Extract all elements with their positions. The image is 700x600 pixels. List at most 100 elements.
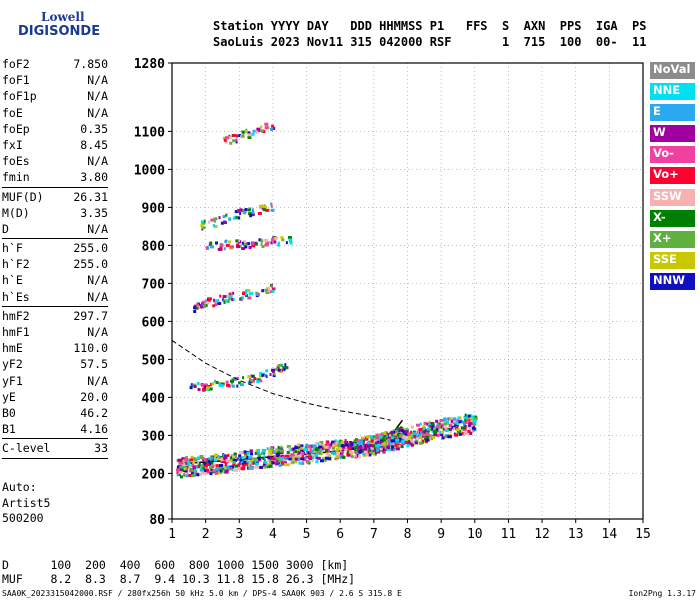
echo-point bbox=[254, 451, 257, 455]
echo-point bbox=[399, 444, 402, 448]
echo-point bbox=[455, 428, 460, 432]
echo-point bbox=[368, 444, 373, 448]
echo-point bbox=[228, 136, 232, 140]
echo-point bbox=[258, 204, 263, 208]
echo-point bbox=[230, 465, 233, 469]
echo-point bbox=[205, 460, 208, 464]
echo-point bbox=[207, 297, 212, 301]
echo-point bbox=[471, 426, 475, 430]
param-label: fmin bbox=[2, 170, 30, 185]
echo-point bbox=[256, 292, 260, 296]
echo-point bbox=[242, 463, 246, 467]
echo-point bbox=[283, 454, 287, 458]
echo-point bbox=[261, 451, 266, 455]
echo-point bbox=[234, 454, 237, 458]
echo-point bbox=[375, 448, 379, 452]
echo-point bbox=[285, 241, 288, 245]
echo-point bbox=[322, 458, 326, 462]
echo-point bbox=[404, 440, 408, 444]
echo-point bbox=[319, 459, 324, 463]
echo-point bbox=[357, 444, 362, 448]
echo-point bbox=[185, 461, 189, 465]
echo-point bbox=[205, 470, 209, 474]
echo-point bbox=[263, 455, 266, 459]
echo-point bbox=[318, 448, 321, 452]
echo-point bbox=[238, 467, 242, 471]
echo-point bbox=[306, 457, 309, 461]
echo-point bbox=[264, 460, 268, 464]
echo-point bbox=[442, 420, 446, 424]
echo-point bbox=[226, 383, 231, 387]
echo-point bbox=[319, 451, 322, 455]
echo-point bbox=[214, 458, 218, 462]
echo-point bbox=[288, 238, 292, 242]
echo-point bbox=[184, 472, 187, 476]
echo-point bbox=[228, 240, 232, 244]
echo-point bbox=[339, 449, 342, 453]
echo-point bbox=[370, 446, 374, 450]
echo-point bbox=[440, 423, 445, 427]
echo-point bbox=[286, 445, 291, 449]
echo-point bbox=[283, 462, 287, 466]
echo-point bbox=[259, 379, 263, 383]
echo-point bbox=[327, 443, 332, 447]
echo-point bbox=[189, 458, 194, 462]
echo-point bbox=[372, 444, 376, 448]
logo-lowell: Lowell bbox=[41, 10, 85, 24]
echo-point bbox=[418, 433, 422, 437]
echo-point bbox=[463, 432, 468, 436]
echo-point bbox=[333, 441, 337, 445]
echo-point bbox=[409, 432, 412, 436]
echo-point bbox=[220, 457, 225, 461]
echo-point bbox=[282, 366, 287, 370]
echo-point bbox=[389, 432, 393, 436]
echo-point bbox=[358, 450, 363, 454]
echo-point bbox=[298, 454, 302, 458]
echo-point bbox=[229, 466, 233, 470]
polarization-legend: NoVal NNE E W Vo- Vo+ SSW X- X+ SSE NNW bbox=[650, 62, 695, 294]
echo-point bbox=[258, 129, 261, 133]
echo-point bbox=[255, 130, 258, 134]
param-label: M(D) bbox=[2, 205, 30, 220]
echo-point bbox=[321, 447, 325, 451]
echo-point bbox=[219, 294, 222, 298]
station-header: Station YYYY DAY DDD HHMMSS P1 FFS S AXN… bbox=[213, 18, 646, 50]
echo-point bbox=[255, 462, 259, 466]
echo-point bbox=[200, 305, 205, 309]
echo-point bbox=[254, 242, 258, 246]
echo-point bbox=[413, 433, 418, 437]
echo-point bbox=[246, 460, 250, 464]
param-label: h`E bbox=[2, 273, 23, 288]
echo-point bbox=[469, 422, 473, 426]
echo-point bbox=[270, 208, 275, 212]
param-row-fxi: fxI 8.45 bbox=[2, 137, 108, 153]
echo-point bbox=[251, 242, 255, 246]
echo-point bbox=[258, 453, 262, 457]
echo-point bbox=[260, 125, 263, 129]
echo-point bbox=[380, 441, 384, 445]
echo-point bbox=[294, 460, 298, 464]
echo-point bbox=[353, 440, 357, 444]
echo-point bbox=[344, 440, 349, 444]
echo-point bbox=[374, 441, 378, 445]
param-label: foF1 bbox=[2, 73, 30, 88]
echo-point bbox=[272, 126, 276, 130]
echo-point bbox=[267, 452, 271, 456]
echo-point bbox=[184, 458, 189, 462]
echo-point bbox=[269, 451, 273, 455]
echo-point bbox=[288, 457, 293, 461]
echo-point bbox=[420, 438, 423, 442]
echo-point bbox=[219, 463, 224, 467]
echo-point bbox=[258, 450, 261, 454]
echo-point bbox=[251, 212, 255, 216]
echo-point bbox=[354, 448, 357, 452]
echo-point bbox=[367, 450, 370, 454]
echo-point bbox=[183, 469, 188, 473]
echo-point bbox=[335, 455, 340, 459]
param-value: N/A bbox=[87, 154, 108, 169]
echo-point bbox=[284, 366, 289, 370]
echo-point bbox=[416, 428, 419, 432]
echo-point bbox=[305, 443, 309, 447]
echo-point bbox=[240, 466, 245, 470]
echo-point bbox=[466, 418, 470, 422]
